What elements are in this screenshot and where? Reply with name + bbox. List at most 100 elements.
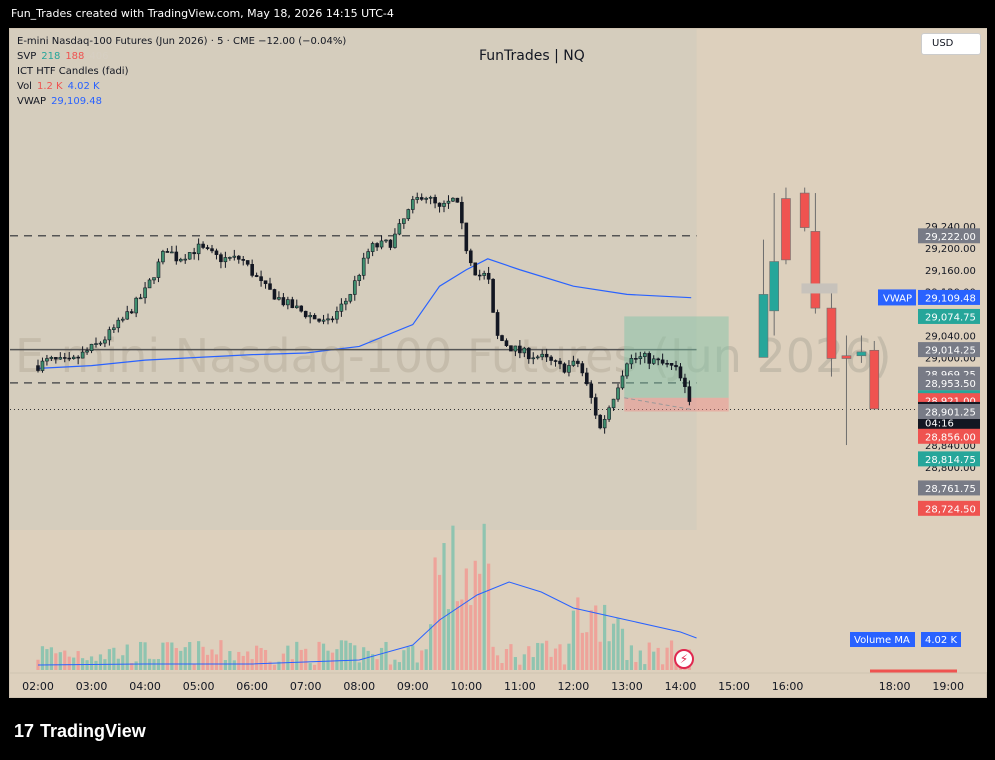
candle-body bbox=[165, 251, 170, 253]
volume-bar bbox=[112, 647, 116, 670]
candle-body bbox=[669, 363, 674, 366]
legend-vwap-label: VWAP bbox=[17, 96, 47, 107]
volume-bar bbox=[549, 656, 553, 670]
volume-bar bbox=[567, 643, 571, 670]
volume-bar bbox=[295, 641, 299, 670]
candle-body bbox=[268, 283, 272, 290]
candle-body bbox=[174, 251, 179, 262]
candle-body bbox=[370, 243, 375, 252]
price-label: 29,074.75 bbox=[925, 312, 976, 323]
volume-bar bbox=[504, 649, 509, 670]
tradingview-brand: TradingView bbox=[40, 721, 146, 741]
candle-body bbox=[170, 251, 174, 254]
y-tick-label: 29,200.00 bbox=[925, 244, 976, 255]
price-label-box bbox=[918, 428, 980, 444]
volume-bar bbox=[473, 560, 477, 670]
volume-bar bbox=[638, 650, 642, 670]
volume-bar bbox=[277, 661, 281, 670]
candle-body bbox=[357, 275, 362, 282]
price-label: 29,222.00 bbox=[925, 232, 976, 243]
x-tick-label: 08:00 bbox=[343, 680, 375, 693]
candle-body bbox=[580, 363, 585, 374]
legend-vol-v2: 4.02 K bbox=[67, 81, 100, 92]
x-tick-label: 11:00 bbox=[504, 680, 536, 693]
volume-bar bbox=[513, 657, 517, 670]
candle-body bbox=[178, 258, 183, 262]
volume-bar bbox=[451, 525, 455, 670]
volume-bar bbox=[388, 664, 393, 670]
volume-bar bbox=[237, 651, 241, 670]
vwap-tag bbox=[878, 289, 916, 306]
volume-bar bbox=[420, 650, 424, 670]
volume-bar bbox=[335, 649, 339, 670]
volume-bar bbox=[411, 645, 415, 670]
currency-button[interactable]: USD bbox=[921, 33, 981, 55]
volume-bar bbox=[397, 662, 401, 670]
volume-bar bbox=[223, 660, 227, 670]
candle-body bbox=[214, 250, 219, 255]
tradingview-mark-icon: 17 bbox=[14, 721, 35, 741]
price-label-box bbox=[918, 375, 980, 391]
candle-body bbox=[491, 278, 495, 313]
volume-ma-value-box bbox=[921, 632, 961, 647]
candle-body bbox=[518, 345, 522, 354]
volume-bar bbox=[384, 641, 388, 670]
volume-bar bbox=[478, 573, 482, 670]
volume-bar bbox=[174, 648, 178, 670]
legend-vol-label: Vol bbox=[17, 81, 32, 92]
candle-body bbox=[312, 315, 317, 320]
volume-bar bbox=[76, 651, 80, 670]
candle-body bbox=[410, 199, 415, 210]
volume-bar bbox=[156, 659, 161, 670]
price-label: 29,109.48 bbox=[925, 293, 976, 304]
volume-bar bbox=[495, 655, 500, 670]
candle-body bbox=[49, 357, 54, 359]
candle-body bbox=[446, 200, 451, 204]
bolt-icon[interactable]: ⚡ bbox=[674, 649, 694, 669]
volume-bar bbox=[366, 650, 370, 670]
volume-bar bbox=[540, 643, 544, 670]
price-label-box bbox=[918, 480, 980, 496]
price-label: 28,953.50 bbox=[925, 379, 976, 390]
volume-bar bbox=[304, 648, 308, 670]
x-tick-label: 04:00 bbox=[129, 680, 161, 693]
footer: 17 TradingView bbox=[0, 700, 995, 760]
countdown-label: 04:16 bbox=[925, 418, 954, 429]
candle-body bbox=[321, 319, 326, 322]
candle-body bbox=[107, 329, 112, 341]
volume-bar bbox=[125, 644, 129, 670]
volume-bar bbox=[558, 644, 562, 670]
volume-bar bbox=[357, 662, 361, 670]
candle-body bbox=[428, 196, 433, 199]
candle-body bbox=[143, 287, 147, 299]
candle-body bbox=[196, 243, 201, 255]
candle-body bbox=[308, 315, 312, 318]
volume-bar bbox=[170, 642, 174, 670]
candle-body bbox=[647, 353, 652, 364]
volume-bar bbox=[139, 641, 143, 670]
volume-bar bbox=[219, 640, 223, 670]
volume-bar bbox=[661, 664, 665, 670]
volume-bar bbox=[522, 654, 526, 670]
htf-candle-body bbox=[841, 355, 852, 359]
candle-body bbox=[254, 275, 259, 277]
candle-body bbox=[384, 239, 388, 242]
candle-body bbox=[259, 276, 263, 282]
volume-bar bbox=[165, 642, 169, 670]
candle-body bbox=[616, 387, 620, 400]
candle-body bbox=[36, 365, 40, 371]
htf-candle-body bbox=[856, 351, 867, 357]
volume-bar bbox=[81, 658, 85, 670]
candle-body bbox=[571, 360, 576, 366]
candle-body bbox=[638, 356, 643, 359]
volume-bar bbox=[45, 649, 49, 670]
volume-bar bbox=[616, 617, 620, 670]
volume-bar bbox=[63, 650, 67, 670]
candle-body bbox=[620, 375, 625, 389]
candle-body bbox=[468, 250, 473, 264]
candle-body bbox=[361, 257, 366, 276]
candle-body bbox=[330, 318, 335, 321]
candle-body bbox=[116, 319, 121, 329]
candle-body bbox=[205, 247, 210, 249]
